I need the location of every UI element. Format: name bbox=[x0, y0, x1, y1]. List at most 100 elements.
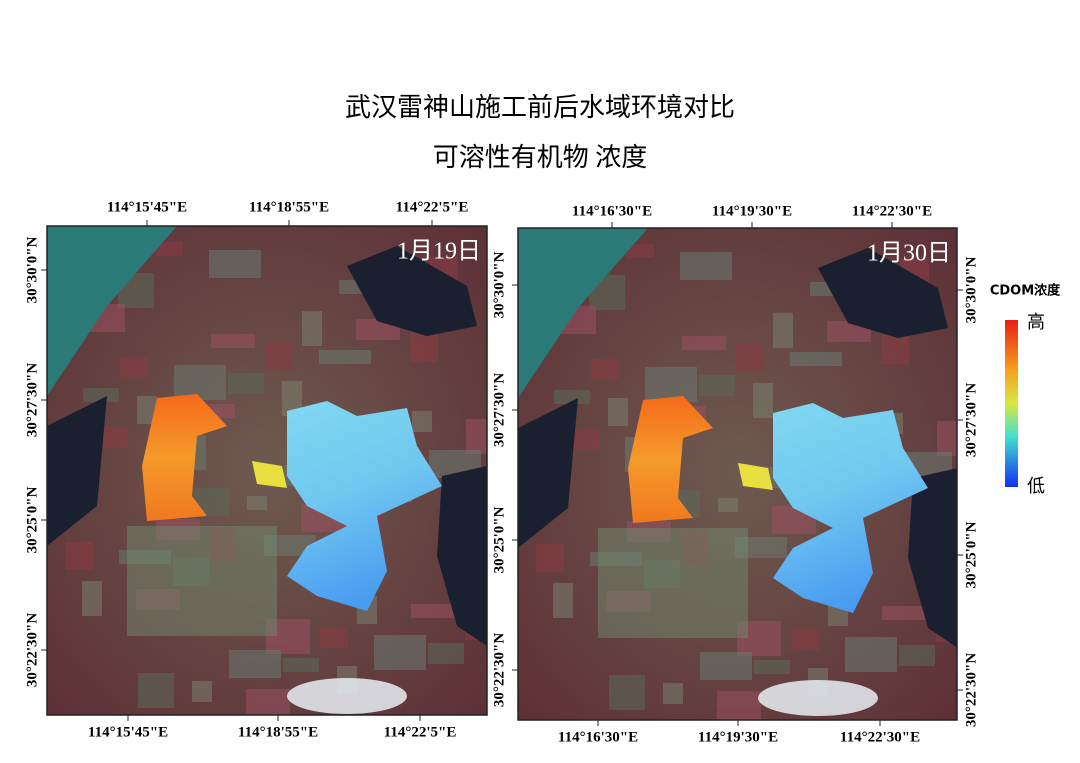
patch bbox=[773, 313, 793, 348]
legend: CDOM浓度 高 低 bbox=[990, 283, 1061, 498]
bottom-ticks-label: 114°22'5"E bbox=[384, 724, 457, 740]
left-ticks-label: 30°25'0"N bbox=[491, 506, 507, 573]
left-ticks-label: 30°22'30"N bbox=[24, 613, 40, 687]
lake bbox=[908, 468, 957, 648]
bottom-ticks-label: 114°19'30"E bbox=[698, 729, 778, 745]
right-ticks-label: 30°27'30"N bbox=[963, 383, 979, 457]
river bbox=[518, 228, 648, 398]
patch bbox=[155, 242, 183, 256]
patch bbox=[736, 344, 764, 372]
bottom-ticks-label: 114°18'55"E bbox=[238, 724, 318, 740]
legend-title: CDOM浓度 bbox=[990, 283, 1061, 299]
top-ticks-label: 114°22'5"E bbox=[396, 199, 469, 215]
patch bbox=[65, 542, 93, 570]
patch bbox=[174, 365, 226, 400]
patch bbox=[192, 681, 212, 702]
patch bbox=[138, 673, 174, 708]
patch bbox=[428, 643, 464, 664]
patch bbox=[247, 496, 267, 510]
patch bbox=[717, 691, 761, 720]
patch bbox=[663, 683, 683, 704]
low-cdom-water bbox=[773, 403, 928, 613]
right-ticks-label: 30°25'0"N bbox=[963, 521, 979, 588]
patch bbox=[229, 650, 281, 678]
right-ticks-label: 30°30'0"N bbox=[963, 256, 979, 323]
left-ticks-label: 30°22'30"N bbox=[491, 633, 507, 707]
patch bbox=[609, 675, 645, 710]
patch bbox=[374, 635, 426, 670]
left-ticks-label: 30°27'30"N bbox=[491, 373, 507, 447]
patch bbox=[82, 581, 102, 616]
patch bbox=[411, 604, 455, 618]
patch bbox=[699, 375, 735, 396]
map-frame bbox=[46, 225, 488, 716]
patch bbox=[700, 652, 752, 680]
date-label: 1月30日 bbox=[867, 241, 951, 267]
lake bbox=[437, 466, 487, 646]
satellite-image bbox=[518, 228, 957, 720]
patch bbox=[100, 427, 128, 448]
patch bbox=[845, 637, 897, 672]
lake bbox=[347, 246, 477, 336]
top-ticks-label: 114°18'55"E bbox=[249, 199, 329, 215]
patch bbox=[209, 250, 261, 278]
urban bbox=[127, 526, 277, 636]
right-ticks-label: 30°22'30"N bbox=[963, 653, 979, 727]
bottom-ticks-label: 114°22'30"E bbox=[840, 729, 920, 745]
legend-high: 高 bbox=[1027, 312, 1045, 333]
color-ramp bbox=[1005, 320, 1018, 487]
mid-cdom-water bbox=[738, 463, 773, 490]
mid-cdom-water bbox=[252, 461, 287, 488]
patch bbox=[282, 381, 302, 416]
patch bbox=[608, 398, 628, 426]
patch bbox=[591, 359, 619, 380]
patch bbox=[83, 388, 119, 402]
patch bbox=[536, 544, 564, 572]
patch bbox=[937, 421, 957, 456]
lake bbox=[47, 396, 107, 546]
patch bbox=[553, 583, 573, 618]
left-ticks-label: 30°25'0"N bbox=[24, 486, 40, 553]
patch bbox=[571, 429, 599, 450]
urban bbox=[598, 528, 748, 638]
patch bbox=[265, 342, 293, 370]
high-cdom-water bbox=[142, 394, 227, 521]
legend-low: 低 bbox=[1027, 476, 1045, 497]
bottom-ticks-label: 114°15'45"E bbox=[88, 724, 168, 740]
patch bbox=[302, 311, 322, 346]
left-ticks-label: 30°27'30"N bbox=[24, 363, 40, 437]
patch bbox=[754, 660, 790, 674]
patch bbox=[645, 367, 697, 402]
patch bbox=[319, 350, 371, 364]
patch bbox=[412, 411, 432, 432]
patch bbox=[680, 252, 732, 280]
patch bbox=[246, 689, 290, 715]
top-ticks-label: 114°19'30"E bbox=[712, 203, 792, 219]
lake bbox=[518, 398, 578, 548]
patch bbox=[554, 390, 590, 404]
top-ticks-label: 114°15'45"E bbox=[107, 199, 187, 215]
patch bbox=[228, 373, 264, 394]
map-panel: 1月19日 114°15'45"E 114°18'55"E 114°22'5"E 114… bbox=[24, 199, 488, 740]
cloud bbox=[287, 678, 407, 714]
title: 武汉雷神山施工前后水域环境对比 bbox=[345, 93, 735, 122]
date-label: 1月19日 bbox=[397, 239, 481, 265]
cloud bbox=[758, 680, 878, 716]
top-ticks-label: 114°16'30"E bbox=[572, 203, 652, 219]
patch bbox=[466, 419, 487, 454]
patch bbox=[626, 244, 654, 258]
lake bbox=[818, 248, 948, 338]
map-panel: 1月30日 114°16'30"E 114°19'30"E 114°22'30"E 11… bbox=[491, 203, 979, 745]
patch bbox=[682, 336, 726, 350]
bottom-ticks-label: 114°16'30"E bbox=[558, 729, 638, 745]
patch bbox=[791, 629, 819, 650]
patch bbox=[120, 357, 148, 378]
patch bbox=[211, 334, 255, 348]
high-cdom-water bbox=[628, 396, 713, 523]
top-ticks-label: 114°22'30"E bbox=[852, 203, 932, 219]
patch bbox=[137, 396, 157, 424]
left-ticks-label: 30°30'0"N bbox=[491, 251, 507, 318]
left-ticks-label: 30°30'0"N bbox=[24, 236, 40, 303]
patch bbox=[718, 498, 738, 512]
